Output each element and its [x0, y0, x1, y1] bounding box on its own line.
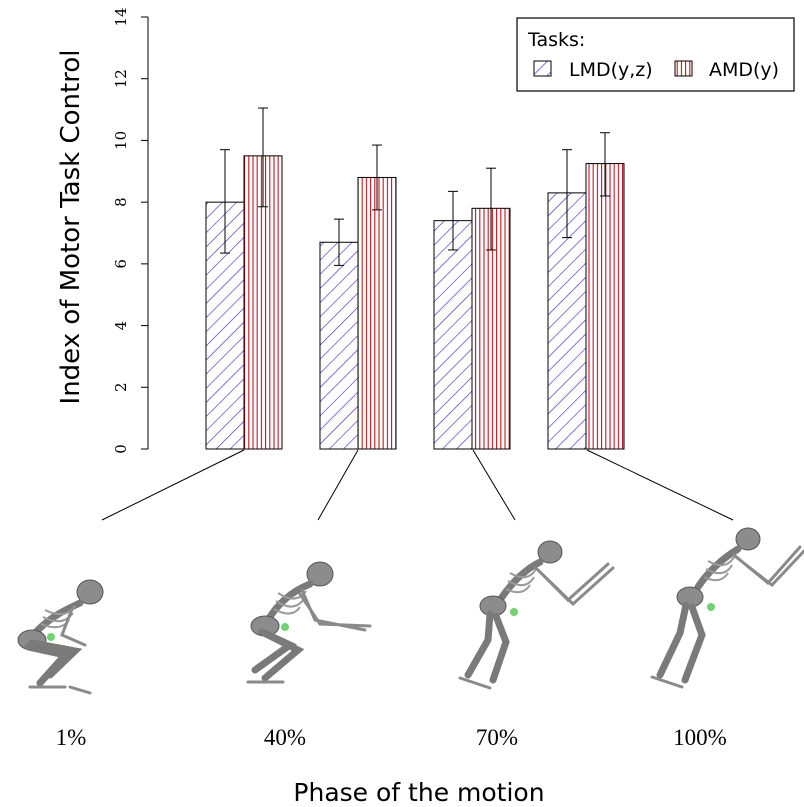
y-tick-label: 4 — [112, 321, 130, 331]
connector-line — [317, 449, 359, 521]
error-bar — [600, 132, 610, 197]
x-axis-label: Phase of the motion — [293, 778, 544, 807]
legend-label-lmd: LMD(y,z) — [569, 59, 653, 81]
error-bar — [334, 218, 344, 266]
phase-label-1: 1% — [56, 725, 87, 750]
y-tick-label: 6 — [112, 259, 130, 269]
y-axis-label: Index of Motor Task Control — [56, 50, 86, 405]
bars — [205, 107, 625, 450]
phase-label-3: 70% — [476, 725, 518, 750]
phase-label-4: 100% — [673, 725, 727, 750]
bar-amd-100pct — [585, 163, 625, 450]
legend-swatch-lmd — [533, 60, 552, 77]
y-tick-label: 8 — [112, 197, 130, 207]
error-bar — [372, 144, 382, 211]
y-tick-label: 10 — [112, 131, 130, 150]
legend-title: Tasks: — [527, 29, 585, 51]
error-bar — [562, 149, 572, 239]
error-bar — [220, 149, 230, 254]
legend-box — [516, 17, 795, 92]
legend: Tasks: LMD(y,z) AMD(y) — [516, 17, 795, 92]
connector-line — [101, 449, 245, 521]
y-tick-label: 14 — [112, 7, 130, 26]
skeleton-crouch-icon — [17, 579, 104, 695]
bar-lmd-40pct — [319, 241, 359, 450]
phase-label-2: 40% — [264, 725, 306, 750]
legend-label-amd: AMD(y) — [709, 59, 779, 81]
legend-swatch-amd — [674, 60, 693, 77]
skeleton-extend-icon — [458, 540, 615, 690]
bar-lmd-70pct — [433, 220, 473, 450]
bar-amd-40pct — [357, 176, 397, 450]
y-tick-label: 12 — [112, 69, 130, 88]
error-bar — [448, 190, 458, 251]
connector-line — [586, 449, 734, 521]
y-ticks: 0 2 4 6 8 10 12 14 — [112, 7, 148, 454]
connector-line — [472, 449, 516, 521]
skeleton-lean-icon — [246, 561, 372, 684]
y-tick-label: 0 — [112, 444, 130, 454]
y-tick-label: 2 — [112, 383, 130, 393]
error-bar — [486, 167, 496, 251]
y-axis: 0 2 4 6 8 10 12 14 — [112, 7, 149, 454]
phase-connectors — [101, 449, 734, 521]
skeleton-jump-icon — [650, 527, 804, 689]
error-bar — [258, 107, 268, 208]
